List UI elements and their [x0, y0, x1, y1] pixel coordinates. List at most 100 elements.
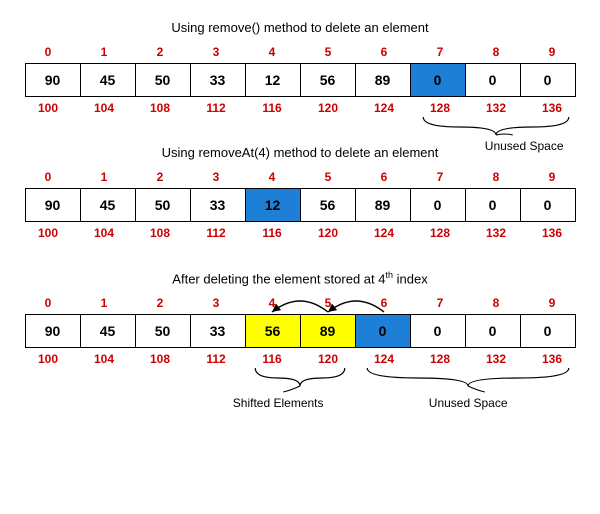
- array-cell: 50: [135, 63, 191, 97]
- address-label: 120: [300, 101, 356, 115]
- address-label: 116: [244, 226, 300, 240]
- index-label: 6: [356, 296, 412, 310]
- address-label: 124: [356, 352, 412, 366]
- array-cell: 90: [25, 63, 81, 97]
- array-cell: 89: [355, 188, 411, 222]
- array-diagram-s2: Using removeAt(4) method to delete an el…: [10, 145, 590, 242]
- address-label: 120: [300, 226, 356, 240]
- index-label: 0: [20, 45, 76, 59]
- annotation-label: Unused Space: [429, 396, 508, 410]
- array-cell: 33: [190, 63, 246, 97]
- index-label: 4: [244, 170, 300, 184]
- address-label: 112: [188, 352, 244, 366]
- array-cell: 89: [300, 314, 356, 348]
- index-label: 5: [300, 296, 356, 310]
- address-row: 100104108112116120124128132136: [20, 97, 580, 115]
- address-label: 136: [524, 226, 580, 240]
- array-cell: 50: [135, 188, 191, 222]
- index-row: 0123456789: [20, 170, 580, 188]
- array-cell: 0: [355, 314, 411, 348]
- array-cell: 90: [25, 314, 81, 348]
- address-label: 104: [76, 226, 132, 240]
- index-label: 6: [356, 45, 412, 59]
- index-label: 9: [524, 296, 580, 310]
- index-row: 0123456789: [20, 296, 580, 314]
- index-label: 0: [20, 296, 76, 310]
- section-title: Using remove() method to delete an eleme…: [10, 20, 590, 35]
- address-label: 112: [188, 101, 244, 115]
- index-label: 3: [188, 45, 244, 59]
- address-label: 128: [412, 226, 468, 240]
- address-label: 124: [356, 101, 412, 115]
- array-cell: 45: [80, 314, 136, 348]
- brace-curve: [367, 368, 569, 386]
- index-label: 4: [244, 45, 300, 59]
- index-label: 9: [524, 170, 580, 184]
- array-cell: 90: [25, 188, 81, 222]
- address-label: 120: [300, 352, 356, 366]
- array-cell: 0: [520, 188, 576, 222]
- index-label: 2: [132, 170, 188, 184]
- address-label: 100: [20, 101, 76, 115]
- array-cell: 33: [190, 188, 246, 222]
- address-label: 104: [76, 352, 132, 366]
- address-label: 116: [244, 352, 300, 366]
- index-label: 8: [468, 296, 524, 310]
- index-label: 6: [356, 170, 412, 184]
- array-cell: 0: [520, 314, 576, 348]
- brace-leader: [468, 386, 485, 392]
- index-label: 5: [300, 170, 356, 184]
- index-label: 7: [412, 170, 468, 184]
- array-cell: 56: [245, 314, 301, 348]
- array-cell: 0: [410, 63, 466, 97]
- array-cell: 89: [355, 63, 411, 97]
- address-label: 132: [468, 352, 524, 366]
- array-cell: 0: [465, 188, 521, 222]
- array-diagram-s3: After deleting the element stored at 4th…: [10, 270, 590, 368]
- index-label: 0: [20, 170, 76, 184]
- brace-leader: [496, 134, 513, 135]
- array-cell: 0: [410, 188, 466, 222]
- address-label: 132: [468, 101, 524, 115]
- array-cell: 33: [190, 314, 246, 348]
- address-label: 112: [188, 226, 244, 240]
- brace-curve: [255, 368, 345, 386]
- array-cell: 0: [465, 314, 521, 348]
- address-label: 116: [244, 101, 300, 115]
- address-row: 100104108112116120124128132136: [20, 348, 580, 366]
- section-title: After deleting the element stored at 4th…: [10, 270, 590, 286]
- array-cell: 12: [245, 63, 301, 97]
- address-label: 128: [412, 352, 468, 366]
- cell-row: 90455033125689000: [20, 63, 580, 97]
- array-cell: 0: [465, 63, 521, 97]
- array-cell: 50: [135, 314, 191, 348]
- array-cell: 12: [245, 188, 301, 222]
- section-title: Using removeAt(4) method to delete an el…: [10, 145, 590, 160]
- address-label: 124: [356, 226, 412, 240]
- address-label: 108: [132, 226, 188, 240]
- index-label: 2: [132, 45, 188, 59]
- index-label: 1: [76, 45, 132, 59]
- array-cell: 45: [80, 188, 136, 222]
- index-row: 0123456789: [20, 45, 580, 63]
- index-label: 8: [468, 45, 524, 59]
- address-label: 100: [20, 226, 76, 240]
- index-label: 1: [76, 296, 132, 310]
- address-label: 136: [524, 352, 580, 366]
- array-cell: 56: [300, 188, 356, 222]
- index-label: 7: [412, 296, 468, 310]
- index-label: 2: [132, 296, 188, 310]
- address-label: 108: [132, 352, 188, 366]
- address-label: 108: [132, 101, 188, 115]
- brace-curve: [423, 117, 569, 135]
- index-label: 5: [300, 45, 356, 59]
- address-label: 100: [20, 352, 76, 366]
- address-label: 104: [76, 101, 132, 115]
- address-label: 136: [524, 101, 580, 115]
- brace-leader: [283, 386, 300, 392]
- index-label: 3: [188, 170, 244, 184]
- index-label: 9: [524, 45, 580, 59]
- cell-row: 9045503356890000: [20, 314, 580, 348]
- index-label: 3: [188, 296, 244, 310]
- address-label: 132: [468, 226, 524, 240]
